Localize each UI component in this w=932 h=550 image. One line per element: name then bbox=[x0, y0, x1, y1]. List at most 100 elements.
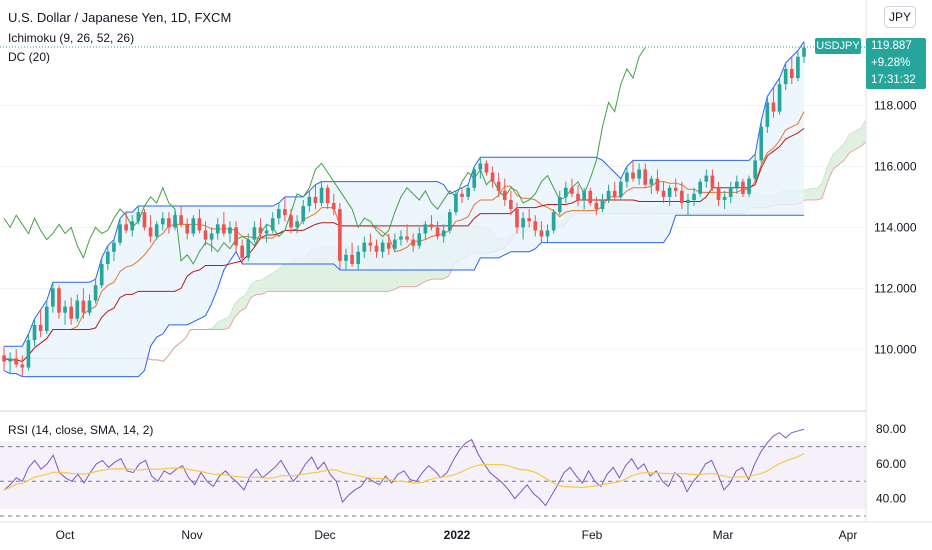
candle-body[interactable] bbox=[551, 212, 556, 231]
candle-body[interactable] bbox=[576, 193, 580, 200]
candle-body[interactable] bbox=[313, 196, 318, 203]
candle-body[interactable] bbox=[215, 224, 220, 234]
candle-body[interactable] bbox=[386, 242, 391, 249]
candle-body[interactable] bbox=[319, 187, 324, 203]
candle-body[interactable] bbox=[600, 199, 605, 210]
candle-body[interactable] bbox=[698, 181, 703, 194]
candle-body[interactable] bbox=[246, 239, 251, 258]
candle-body[interactable] bbox=[160, 218, 165, 225]
candle-body[interactable] bbox=[380, 242, 385, 252]
candle-body[interactable] bbox=[258, 227, 263, 234]
candle-body[interactable] bbox=[185, 224, 190, 234]
currency-button[interactable]: JPY bbox=[884, 6, 916, 28]
rsi-axis[interactable]: 80.00 60.00 40.00 bbox=[876, 422, 906, 505]
candle-body[interactable] bbox=[588, 190, 593, 203]
candle-body[interactable] bbox=[545, 230, 550, 237]
candle-body[interactable] bbox=[649, 178, 654, 185]
candle-body[interactable] bbox=[423, 224, 428, 234]
candle-body[interactable] bbox=[301, 206, 306, 222]
candle-body[interactable] bbox=[429, 224, 434, 228]
candle-body[interactable] bbox=[289, 215, 293, 228]
candle-body[interactable] bbox=[118, 224, 122, 243]
candle-body[interactable] bbox=[466, 187, 470, 197]
candle-body[interactable] bbox=[57, 288, 61, 313]
candle-body[interactable] bbox=[673, 187, 678, 191]
candle-body[interactable] bbox=[87, 300, 92, 313]
candle-body[interactable] bbox=[765, 102, 770, 127]
candle-body[interactable] bbox=[734, 181, 739, 188]
candle-body[interactable] bbox=[631, 172, 635, 179]
candle-body[interactable] bbox=[399, 236, 403, 240]
candle-body[interactable] bbox=[130, 221, 135, 231]
candle-body[interactable] bbox=[356, 251, 361, 264]
candle-body[interactable] bbox=[502, 190, 507, 200]
candle-body[interactable] bbox=[307, 196, 312, 207]
candle-body[interactable] bbox=[643, 169, 648, 185]
candle-body[interactable] bbox=[393, 239, 397, 249]
candle-body[interactable] bbox=[63, 306, 67, 313]
candle-body[interactable] bbox=[26, 340, 31, 368]
candle-body[interactable] bbox=[527, 218, 532, 222]
candle-body[interactable] bbox=[771, 102, 776, 112]
candle-body[interactable] bbox=[38, 324, 43, 331]
candle-body[interactable] bbox=[728, 187, 733, 197]
candle-body[interactable] bbox=[154, 224, 159, 237]
candle-body[interactable] bbox=[14, 358, 19, 365]
candle-body[interactable] bbox=[753, 160, 757, 179]
candle-body[interactable] bbox=[759, 126, 764, 161]
candle-body[interactable] bbox=[484, 163, 489, 173]
candle-body[interactable] bbox=[283, 209, 287, 216]
candle-body[interactable] bbox=[350, 254, 354, 264]
candle-body[interactable] bbox=[270, 218, 275, 231]
candle-body[interactable] bbox=[661, 190, 666, 197]
candle-body[interactable] bbox=[240, 245, 244, 258]
candle-body[interactable] bbox=[338, 209, 342, 261]
candle-body[interactable] bbox=[802, 47, 806, 57]
candle-body[interactable] bbox=[710, 175, 715, 188]
candle-body[interactable] bbox=[557, 196, 562, 213]
candle-body[interactable] bbox=[167, 218, 171, 228]
candle-body[interactable] bbox=[716, 187, 721, 200]
candle-body[interactable] bbox=[521, 218, 525, 228]
candle-body[interactable] bbox=[722, 196, 727, 200]
candle-body[interactable] bbox=[105, 251, 110, 264]
candle-body[interactable] bbox=[368, 242, 373, 246]
candle-body[interactable] bbox=[81, 300, 86, 313]
candle-body[interactable] bbox=[582, 190, 586, 200]
candle-body[interactable] bbox=[704, 175, 709, 182]
candle-body[interactable] bbox=[692, 193, 696, 200]
candle-body[interactable] bbox=[460, 193, 464, 197]
candle-body[interactable] bbox=[344, 254, 348, 261]
candle-body[interactable] bbox=[32, 324, 37, 341]
candle-body[interactable] bbox=[8, 358, 12, 362]
candle-body[interactable] bbox=[362, 242, 367, 252]
candle-body[interactable] bbox=[741, 181, 745, 194]
candle-body[interactable] bbox=[374, 245, 379, 252]
candle-body[interactable] bbox=[2, 355, 6, 362]
candle-body[interactable] bbox=[112, 242, 116, 252]
candle-body[interactable] bbox=[667, 187, 672, 197]
candle-body[interactable] bbox=[44, 306, 49, 331]
candle-body[interactable] bbox=[747, 178, 751, 194]
candle-body[interactable] bbox=[325, 187, 330, 203]
candle-body[interactable] bbox=[252, 227, 257, 240]
candle-body[interactable] bbox=[136, 212, 141, 222]
candle-body[interactable] bbox=[539, 230, 544, 237]
donchian-legend[interactable]: DC (20) bbox=[8, 50, 51, 64]
candle-body[interactable] bbox=[228, 227, 232, 234]
candle-body[interactable] bbox=[490, 172, 495, 182]
candle-body[interactable] bbox=[75, 300, 80, 319]
candle-body[interactable] bbox=[276, 209, 281, 219]
candle-body[interactable] bbox=[173, 215, 177, 228]
candle-body[interactable] bbox=[435, 227, 440, 237]
candle-body[interactable] bbox=[264, 230, 269, 234]
candle-body[interactable] bbox=[686, 199, 690, 203]
candle-body[interactable] bbox=[93, 285, 98, 301]
candle-body[interactable] bbox=[331, 203, 336, 210]
candle-body[interactable] bbox=[142, 212, 147, 228]
chart-title[interactable]: U.S. Dollar / Japanese Yen, 1D, FXCM bbox=[8, 10, 232, 25]
candle-body[interactable] bbox=[509, 199, 513, 210]
candle-body[interactable] bbox=[191, 218, 196, 234]
rsi-legend[interactable]: RSI (14, close, SMA, 14, 2) bbox=[8, 423, 154, 437]
